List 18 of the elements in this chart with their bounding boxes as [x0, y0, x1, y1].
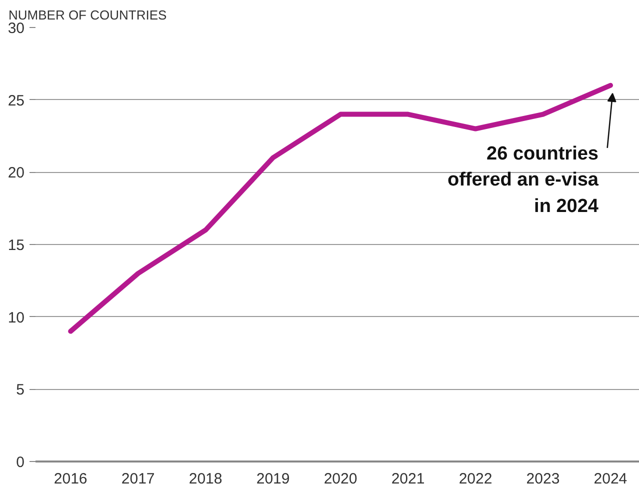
- x-tick-label: 2016: [54, 470, 88, 488]
- y-tick-label: 0: [16, 454, 24, 471]
- y-tick-label: 20: [8, 164, 25, 182]
- y-axis-title: NUMBER OF COUNTRIES: [8, 8, 167, 22]
- x-tick-label: 2024: [594, 470, 628, 488]
- y-tick-label: 10: [8, 309, 25, 326]
- x-tick-label: 2020: [324, 470, 358, 488]
- x-tick-label: 2017: [121, 470, 155, 488]
- annotation: 26 countries offered an e-visa in 2024: [447, 143, 599, 217]
- x-tick-label: 2023: [526, 470, 560, 488]
- y-tick-label: 30: [8, 20, 25, 37]
- y-tick-label: 5: [16, 382, 24, 399]
- y-tick-label: 25: [8, 92, 25, 110]
- x-tick-label: 2022: [458, 470, 492, 488]
- x-tick-label: 2021: [391, 470, 425, 488]
- x-tick-label: 2018: [188, 470, 222, 488]
- x-tick-label: 2019: [256, 470, 290, 488]
- y-tick-label: 15: [8, 237, 25, 254]
